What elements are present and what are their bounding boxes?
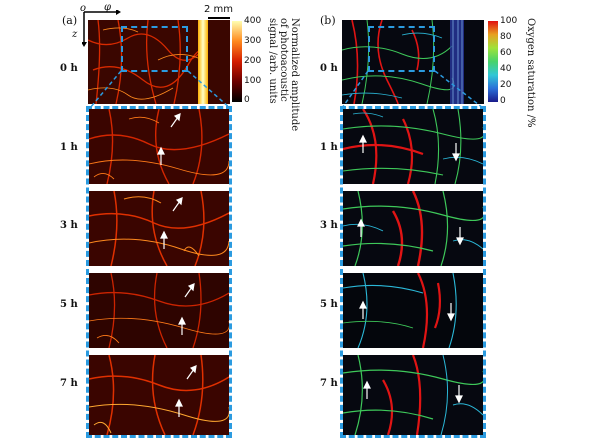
photoacoustic-image-1h	[89, 109, 229, 184]
roi-box-a	[121, 26, 188, 72]
zoom-series-frame-a	[86, 106, 232, 438]
colorbar-a-title-line: signal /arb. units	[267, 18, 278, 104]
colorbar-b-tick: 100	[500, 16, 518, 26]
colorbar-a-tick: 300	[244, 36, 262, 46]
time-label-7h-a: 7 h	[60, 378, 78, 389]
photoacoustic-image-3h	[89, 191, 229, 266]
colorbar-a-title-line: Normalized amplitude	[289, 18, 300, 132]
axis-arrows	[82, 10, 121, 47]
time-label-1h-a: 1 h	[60, 142, 78, 153]
axis-o-label: o	[80, 3, 87, 14]
colorbar-a	[232, 21, 242, 102]
time-label-0h-b: 0 h	[320, 63, 338, 74]
overview-image-b	[342, 20, 484, 104]
colorbar-b-tick: 80	[500, 32, 512, 42]
oxygen-saturation-image-7h	[343, 355, 483, 435]
colorbar-a-tick: 400	[244, 16, 262, 26]
colorbar-b-tick: 40	[500, 64, 512, 74]
scale-bar	[208, 17, 230, 19]
time-label-0h-a: 0 h	[60, 63, 78, 74]
photoacoustic-image-5h	[89, 273, 229, 348]
photoacoustic-image-7h	[89, 355, 229, 435]
colorbar-a-title-line: of photoacoustic	[278, 18, 289, 102]
colorbar-b	[488, 21, 498, 102]
zoom-connector-a	[89, 70, 231, 109]
colorbar-a-title: Normalized amplitude of photoacoustic si…	[267, 18, 300, 131]
colorbar-b-tick: 0	[500, 96, 506, 106]
time-label-3h-b: 3 h	[320, 220, 338, 231]
zoom-series-frame-b	[340, 106, 486, 438]
oxygen-saturation-image-1h	[343, 109, 483, 184]
time-label-1h-b: 1 h	[320, 142, 338, 153]
axis-z-label: z	[72, 29, 78, 40]
colorbar-b-tick: 60	[500, 48, 512, 58]
axis-phi-label: φ	[104, 2, 112, 13]
oxygen-saturation-image-5h	[343, 273, 483, 348]
scale-bar-label: 2 mm	[204, 4, 234, 15]
time-label-7h-b: 7 h	[320, 378, 338, 389]
colorbar-a-tick: 0	[244, 95, 250, 105]
colorbar-b-tick: 20	[500, 80, 512, 90]
overview-image-a	[88, 20, 230, 104]
oxygen-saturation-image-3h	[343, 191, 483, 266]
colorbar-a-tick: 100	[244, 76, 262, 86]
roi-box-b	[368, 26, 435, 72]
colorbar-a-tick: 200	[244, 56, 262, 66]
colorbar-b-title: Oxygen saturation /%	[525, 18, 536, 128]
time-label-5h-b: 5 h	[320, 299, 338, 310]
zoom-connector-b	[341, 70, 484, 109]
time-label-5h-a: 5 h	[60, 299, 78, 310]
panel-b-label: (b)	[320, 14, 336, 27]
panel-a-label: (a)	[62, 14, 78, 27]
time-label-3h-a: 3 h	[60, 220, 78, 231]
